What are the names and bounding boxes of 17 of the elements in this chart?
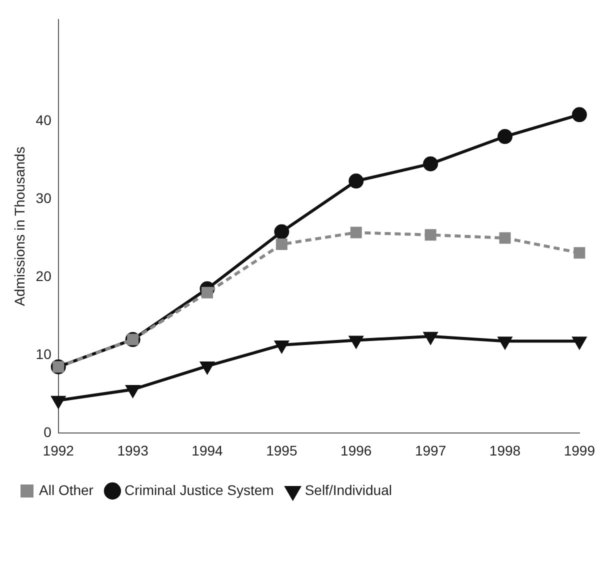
x-tick-label: 1995: [266, 442, 298, 458]
y-axis-title: Admissions in Thousands: [11, 146, 28, 306]
y-tick-label: 30: [36, 190, 52, 206]
legend-label: All Other: [39, 482, 94, 498]
legend-label: Criminal Justice System: [124, 482, 274, 498]
x-tick-label: 1994: [192, 442, 224, 458]
legend-label: Self/Individual: [304, 482, 392, 498]
y-tick-label: 10: [36, 346, 52, 362]
x-tick-label: 1993: [117, 442, 149, 458]
y-tick-label: 0: [44, 424, 52, 440]
x-tick-label: 1997: [414, 442, 446, 458]
x-tick-label: 1998: [489, 442, 521, 458]
x-tick-label: 1992: [42, 442, 74, 458]
y-tick-label: 20: [36, 268, 52, 284]
y-tick-label: 40: [36, 112, 52, 128]
x-tick-label: 1999: [564, 442, 596, 458]
x-tick-label: 1996: [340, 442, 372, 458]
